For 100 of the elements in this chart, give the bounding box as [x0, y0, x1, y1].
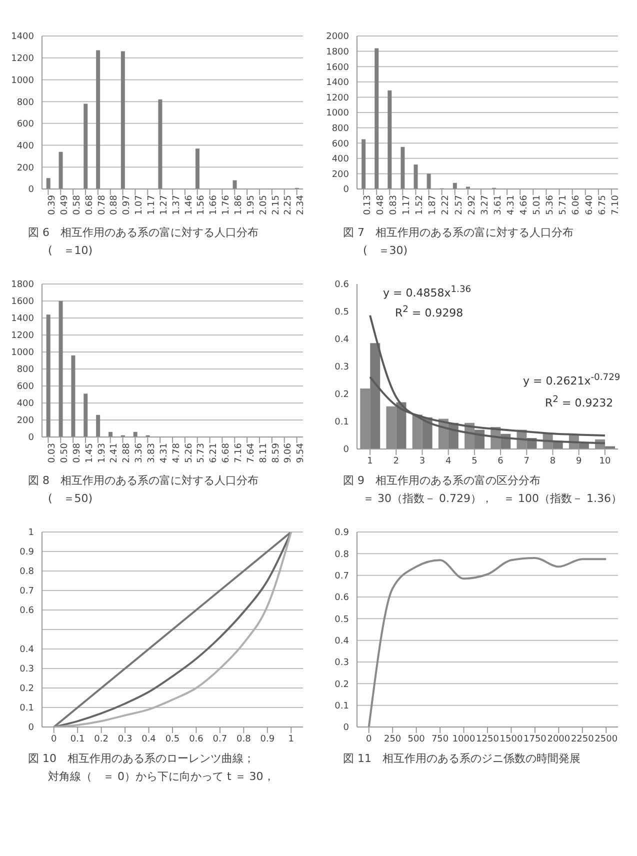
- x-tick-label: 0.78: [97, 194, 108, 216]
- y-tick-label: 400: [332, 154, 350, 165]
- y-tick-label: 0.9: [334, 528, 350, 538]
- y-tick-label: 400: [16, 141, 34, 152]
- x-tick-label: 1.17: [402, 195, 412, 216]
- y-tick-label: 1400: [11, 32, 34, 42]
- y-tick-label: 0.6: [334, 280, 350, 290]
- x-tick-label: 2.34: [296, 194, 306, 216]
- x-tick-label: 5.73: [196, 443, 207, 464]
- x-tick-label: 1.17: [147, 195, 158, 216]
- x-tick-label: 1: [288, 734, 294, 744]
- y-tick-label: 0: [343, 185, 350, 196]
- y-tick-label: 800: [16, 365, 34, 376]
- x-tick-label: 0.97: [122, 195, 132, 216]
- x-tick-label: 4.66: [520, 194, 530, 216]
- y-tick-label: 0.8: [20, 567, 34, 578]
- x-tick-label: 6.21: [209, 443, 220, 464]
- x-tick-label: 0.8: [236, 734, 252, 744]
- y-tick-label: 1400: [326, 78, 350, 88]
- y-tick-label: 0.4: [334, 335, 350, 346]
- text: 図 11 相互作用のある系のジニ係数の時間発展: [343, 751, 582, 766]
- x-tick-label: 9.06: [284, 442, 294, 464]
- x-tick-label: 5.36: [546, 194, 556, 216]
- x-tick-label: 0.2: [94, 734, 108, 744]
- x-tick-label: 0: [50, 734, 57, 744]
- y-tick-label: 1800: [326, 47, 350, 58]
- x-tick-label: 0.49: [60, 194, 70, 216]
- y-tick-label: 1000: [11, 348, 34, 358]
- x-tick-label: 1.37: [172, 195, 182, 216]
- x-tick-label: 1.45: [84, 443, 95, 464]
- x-tick-label: 0.98: [72, 442, 82, 464]
- x-tick-label: 1.07: [134, 195, 145, 216]
- y-tick-label: 200: [16, 163, 34, 174]
- annotation: y = 0.4858x$^{1.36}$: [383, 284, 472, 300]
- x-tick-label: 250: [384, 734, 402, 744]
- y-tick-label: 0.9: [20, 548, 34, 558]
- x-tick-label: 2.22: [441, 195, 452, 216]
- y-tick-label: 800: [332, 124, 350, 134]
- x-tick-label: 2.15: [271, 195, 282, 216]
- y-tick-label: 0: [28, 723, 34, 734]
- x-tick-label: 4: [445, 456, 452, 466]
- x-tick-label: 0.3: [118, 734, 132, 744]
- x-tick-label: 0.83: [389, 195, 400, 216]
- y-tick-label: 0: [28, 433, 34, 444]
- x-tick-label: 6.40: [584, 194, 595, 216]
- x-tick-label: 2.41: [110, 443, 120, 464]
- x-tick-label: 0.88: [110, 194, 120, 216]
- x-tick-label: 1.93: [97, 443, 108, 464]
- x-tick-label: 8.59: [271, 442, 282, 464]
- x-tick-label: 1.27: [159, 195, 170, 216]
- y-tick-label: 1600: [326, 62, 350, 73]
- x-tick-label: 0.68: [84, 194, 95, 216]
- x-tick-label: 0.48: [376, 194, 386, 216]
- y-tick-label: 1200: [11, 54, 34, 64]
- y-tick-label: 1: [28, 528, 34, 538]
- x-tick-label: 5.71: [558, 195, 569, 216]
- x-tick-label: 9.54: [296, 442, 306, 464]
- y-tick-label: 0: [343, 723, 350, 734]
- y-tick-label: 0.2: [20, 684, 34, 694]
- y-tick-label: 600: [332, 139, 350, 150]
- x-tick-label: 4.78: [172, 442, 182, 464]
- x-tick-label: 8.11: [258, 443, 269, 464]
- x-tick-label: 6.06: [572, 194, 582, 216]
- y-tick-label: 0.3: [20, 664, 34, 675]
- y-tick-label: 0.2: [334, 390, 349, 400]
- annotation: R$^{2}$ = 0.9232: [545, 394, 614, 410]
- y-tick-label: 0.6: [20, 606, 34, 616]
- x-tick-label: 0.58: [72, 194, 82, 216]
- x-tick-label: 0.50: [60, 442, 70, 464]
- x-tick-label: 1.76: [222, 194, 232, 216]
- annotation: R$^{2}$ = 0.9298: [395, 304, 464, 320]
- text: 図 10 相互作用のある系のローレンツ曲線；: [28, 751, 256, 766]
- x-tick-label: 0.1: [70, 734, 85, 744]
- x-tick-label: 0.7: [212, 734, 228, 744]
- x-tick-label: 1.56: [196, 194, 207, 216]
- y-tick-label: 200: [16, 416, 34, 426]
- y-tick-label: 0.8: [334, 550, 350, 560]
- y-tick-label: 1600: [11, 297, 34, 308]
- x-tick-label: 2: [393, 456, 400, 466]
- y-tick-label: 0.4: [334, 636, 350, 647]
- x-tick-label: 0.9: [260, 734, 275, 744]
- y-tick-label: 0.4: [20, 645, 34, 656]
- y-tick-label: 0.5: [334, 308, 349, 318]
- y-tick-label: 800: [16, 98, 34, 108]
- y-tick-label: 600: [16, 120, 34, 130]
- text: 図 6 相互作用のある系の富に対する人口分布: [28, 225, 260, 240]
- text: 図 7 相互作用のある系の富に対する人口分布: [343, 225, 574, 240]
- x-tick-label: 9: [576, 456, 582, 466]
- x-tick-label: 4.31: [159, 443, 170, 464]
- y-tick-label: 0.3: [334, 362, 349, 373]
- x-tick-label: 1.66: [209, 194, 220, 216]
- y-tick-label: 1400: [11, 314, 34, 324]
- x-tick-label: 0.13: [362, 195, 373, 216]
- text: 図 8 相互作用のある系の富に対する人口分布: [28, 473, 260, 488]
- y-tick-label: 0.5: [334, 614, 349, 625]
- x-tick-label: 1.86: [234, 194, 244, 216]
- x-tick-label: 1.46: [184, 194, 194, 216]
- x-tick-label: 0.4: [142, 734, 156, 744]
- y-tick-label: 0.2: [334, 680, 349, 690]
- x-tick-label: 0: [366, 734, 372, 744]
